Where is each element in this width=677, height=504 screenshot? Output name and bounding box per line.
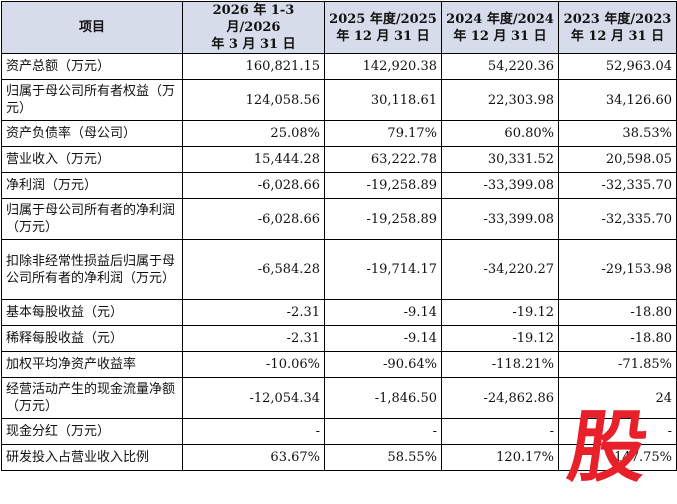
watermark-glyph: 股 [562, 403, 654, 493]
table-row: 归属于母公司所有者权益（万元） 124,058.56 30,118.61 22,… [1, 79, 677, 121]
row-label: 资产总额（万元） [1, 53, 183, 80]
table-row: 基本每股收益（元） -2.31 -9.14 -19.12 -18.80 [1, 299, 677, 326]
cell-value: -10.06% [182, 351, 325, 378]
cell-value: - [182, 418, 325, 445]
cell-value: -29,153.98 [558, 239, 677, 300]
cell-value: -6,028.66 [182, 172, 325, 199]
cell-value: 142,920.38 [324, 53, 442, 80]
cell-value: - [558, 418, 677, 445]
row-label: 现金分红（万元） [1, 418, 183, 445]
cell-value: 147.75% [558, 444, 677, 471]
table-row: 加权平均净资产收益率 -10.06% -90.64% -118.21% -71.… [1, 351, 677, 378]
cell-value: 52,963.04 [558, 53, 677, 80]
cell-value: -19.12 [441, 299, 559, 326]
row-label: 资产负债率（母公司） [1, 120, 183, 147]
table-header-row: 项目 2026 年 1-3 月/2026 年 3 月 31 日 2025 年度/2… [1, 1, 677, 54]
header-2024: 2024 年度/2024 年 12 月 31 日 [441, 1, 559, 54]
row-label: 稀释每股收益（元） [1, 325, 183, 352]
header-2023: 2023 年度/2023 年 12 月 31 日 [558, 1, 677, 54]
table-row: 资产总额（万元） 160,821.15 142,920.38 54,220.36… [1, 53, 677, 80]
row-label: 基本每股收益（元） [1, 299, 183, 326]
cell-value: -118.21% [441, 351, 559, 378]
cell-value: -18.80 [558, 325, 677, 352]
cell-value: -19,258.89 [324, 198, 442, 240]
cell-value: -32,335.70 [558, 198, 677, 240]
cell-value: -2.31 [182, 325, 325, 352]
cell-value: -90.64% [324, 351, 442, 378]
table-row: 稀释每股收益（元） -2.31 -9.14 -19.12 -18.80 [1, 325, 677, 352]
cell-value: -19.12 [441, 325, 559, 352]
cell-value: - [441, 418, 559, 445]
header-2025: 2025 年度/2025 年 12 月 31 日 [324, 1, 442, 54]
row-label: 扣除非经常性损益后归属于母公司所有者的净利润（万元） [1, 239, 183, 300]
table-row: 净利润（万元） -6,028.66 -19,258.89 -33,399.08 … [1, 172, 677, 199]
cell-value: 124,058.56 [182, 79, 325, 121]
table-row: 现金分红（万元） - - - - [1, 418, 677, 445]
cell-value: 34,126.60 [558, 79, 677, 121]
header-2026q1: 2026 年 1-3 月/2026 年 3 月 31 日 [182, 1, 325, 54]
cell-value: 15,444.28 [182, 146, 325, 173]
cell-value: -9.14 [324, 299, 442, 326]
cell-value: -9.14 [324, 325, 442, 352]
header-item: 项目 [1, 1, 183, 54]
cell-value: -33,399.08 [441, 198, 559, 240]
cell-value: -71.85% [558, 351, 677, 378]
cell-value: -12,054.34 [182, 377, 325, 419]
row-label: 净利润（万元） [1, 172, 183, 199]
cell-value: 30,331.52 [441, 146, 559, 173]
stock-watermark-logo: 股 [560, 403, 656, 493]
cell-value: -1,846.50 [324, 377, 442, 419]
cell-value: -2.31 [182, 299, 325, 326]
row-label: 营业收入（万元） [1, 146, 183, 173]
cell-value: 79.17% [324, 120, 442, 147]
cell-value: 160,821.15 [182, 53, 325, 80]
cell-value: 38.53% [558, 120, 677, 147]
cell-value: -24,862.86 [441, 377, 559, 419]
table-row: 扣除非经常性损益后归属于母公司所有者的净利润（万元） -6,584.28 -19… [1, 239, 677, 300]
cell-value: -19,258.89 [324, 172, 442, 199]
cell-value: -34,220.27 [441, 239, 559, 300]
table-row: 归属于母公司所有者的净利润（万元） -6,028.66 -19,258.89 -… [1, 198, 677, 240]
row-label: 经营活动产生的现金流量净额（万元） [1, 377, 183, 419]
row-label: 归属于母公司所有者的净利润（万元） [1, 198, 183, 240]
cell-value: -6,584.28 [182, 239, 325, 300]
cell-value: 63,222.78 [324, 146, 442, 173]
cell-value: 30,118.61 [324, 79, 442, 121]
cell-value: -32,335.70 [558, 172, 677, 199]
cell-value: -33,399.08 [441, 172, 559, 199]
table-row: 营业收入（万元） 15,444.28 63,222.78 30,331.52 2… [1, 146, 677, 173]
cell-value: 20,598.05 [558, 146, 677, 173]
row-label: 加权平均净资产收益率 [1, 351, 183, 378]
cell-value: -19,714.17 [324, 239, 442, 300]
cell-value: 63.67% [182, 444, 325, 471]
cell-value: 54,220.36 [441, 53, 559, 80]
cell-value: 22,303.98 [441, 79, 559, 121]
row-label: 归属于母公司所有者权益（万元） [1, 79, 183, 121]
table-row: 资产负债率（母公司） 25.08% 79.17% 60.80% 38.53% [1, 120, 677, 147]
cell-value: 120.17% [441, 444, 559, 471]
cell-value: 58.55% [324, 444, 442, 471]
cell-value: - [324, 418, 442, 445]
cell-value: 25.08% [182, 120, 325, 147]
row-label: 研发投入占营业收入比例 [1, 444, 183, 471]
financial-data-table: 项目 2026 年 1-3 月/2026 年 3 月 31 日 2025 年度/2… [1, 1, 677, 471]
cell-value: 24 [558, 377, 677, 419]
table-row: 研发投入占营业收入比例 63.67% 58.55% 120.17% 147.75… [1, 444, 677, 471]
cell-value: -18.80 [558, 299, 677, 326]
cell-value: 60.80% [441, 120, 559, 147]
cell-value: -6,028.66 [182, 198, 325, 240]
table-row: 经营活动产生的现金流量净额（万元） -12,054.34 -1,846.50 -… [1, 377, 677, 419]
